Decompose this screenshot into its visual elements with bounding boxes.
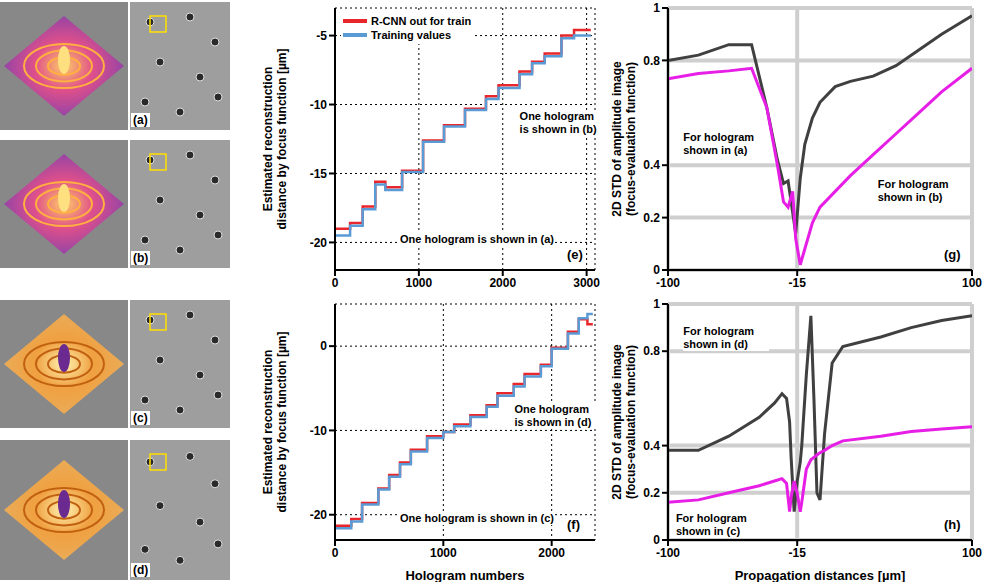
- html-text:Estimated reconstruction: Estimated reconstruction: [261, 66, 275, 212]
- svg-text:0.2: 0.2: [643, 211, 660, 225]
- svg-text:0: 0: [332, 276, 339, 290]
- svg-text:0: 0: [653, 263, 660, 277]
- html-text:One hologram is shown in (b): One hologram is shown in (b): [519, 110, 597, 136]
- html-text:Training values: Training values: [371, 29, 452, 41]
- svg-text:-100: -100: [656, 276, 680, 290]
- svg-text:0.4: 0.4: [643, 439, 660, 453]
- html-text:One hologram is shown in (c): One hologram is shown in (c): [400, 511, 554, 524]
- html-text:For hologram shown in (d): For hologram shown in (d): [683, 325, 755, 351]
- html-text:One hologram is shown in (a): One hologram is shown in (a): [400, 233, 554, 246]
- svg-text:-15: -15: [789, 546, 807, 560]
- html-text:distance by focus function [µm: distance by focus function [µm]: [275, 331, 289, 513]
- svg-text:1000: 1000: [406, 276, 433, 290]
- html-text:For hologram shown in (c): For hologram shown in (c): [675, 511, 747, 537]
- html-text:R-CNN out for train: R-CNN out for train: [371, 15, 472, 27]
- html-text:(e): (e): [567, 247, 583, 262]
- svg-text:2000: 2000: [538, 546, 565, 560]
- html-text:(h): (h): [944, 517, 961, 532]
- svg-text:1: 1: [653, 1, 660, 15]
- svg-text:0: 0: [653, 533, 660, 547]
- svg-text:100: 100: [962, 276, 982, 290]
- svg-text:3000: 3000: [573, 276, 600, 290]
- html-text:distance by focus function [µm: distance by focus function [µm]: [275, 48, 289, 230]
- svg-text:-10: -10: [310, 424, 328, 438]
- html-text:(focus-evaluation function): (focus-evaluation function): [624, 62, 638, 216]
- svg-text:-20: -20: [310, 508, 328, 522]
- html-text:(d): (d): [133, 563, 149, 577]
- html-text:One hologram is shown in (d): One hologram is shown in (d): [514, 403, 592, 429]
- html-text:Estimated reconstruction: Estimated reconstruction: [261, 349, 275, 495]
- svg-text:2000: 2000: [489, 276, 516, 290]
- html-text:(c): (c): [133, 411, 148, 425]
- svg-text:-15: -15: [789, 276, 807, 290]
- svg-text:-100: -100: [656, 546, 680, 560]
- html-text:(g): (g): [944, 247, 961, 262]
- html-text:2D STD of amplitude image: 2D STD of amplitude image: [610, 61, 624, 217]
- html-text:(f): (f): [567, 517, 580, 532]
- svg-text:-20: -20: [310, 236, 328, 250]
- svg-text:0: 0: [320, 339, 327, 353]
- svg-text:-15: -15: [310, 167, 328, 181]
- svg-text:1000: 1000: [430, 546, 457, 560]
- svg-text:-5: -5: [316, 29, 327, 43]
- html-text:For hologram shown in (b): For hologram shown in (b): [877, 178, 949, 204]
- svg-text:0.2: 0.2: [643, 486, 660, 500]
- svg-text:1: 1: [653, 297, 660, 311]
- html-text:(a): (a): [133, 113, 148, 127]
- svg-text:0.8: 0.8: [643, 54, 660, 68]
- svg-text:Hologram numbers: Hologram numbers: [405, 568, 524, 582]
- html-text:(focus-evaluation function): (focus-evaluation function): [624, 345, 638, 499]
- html-text:(b): (b): [133, 251, 149, 265]
- svg-text:-10: -10: [310, 98, 328, 112]
- html-text:For hologram shown in (a): For hologram shown in (a): [683, 131, 755, 157]
- svg-text:Propagation distances [µm]: Propagation distances [µm]: [735, 568, 906, 582]
- svg-text:0: 0: [332, 546, 339, 560]
- svg-text:0.8: 0.8: [643, 344, 660, 358]
- svg-text:0.4: 0.4: [643, 158, 660, 172]
- svg-text:100: 100: [962, 546, 982, 560]
- html-text:2D STD of amplitude image: 2D STD of amplitude image: [610, 344, 624, 500]
